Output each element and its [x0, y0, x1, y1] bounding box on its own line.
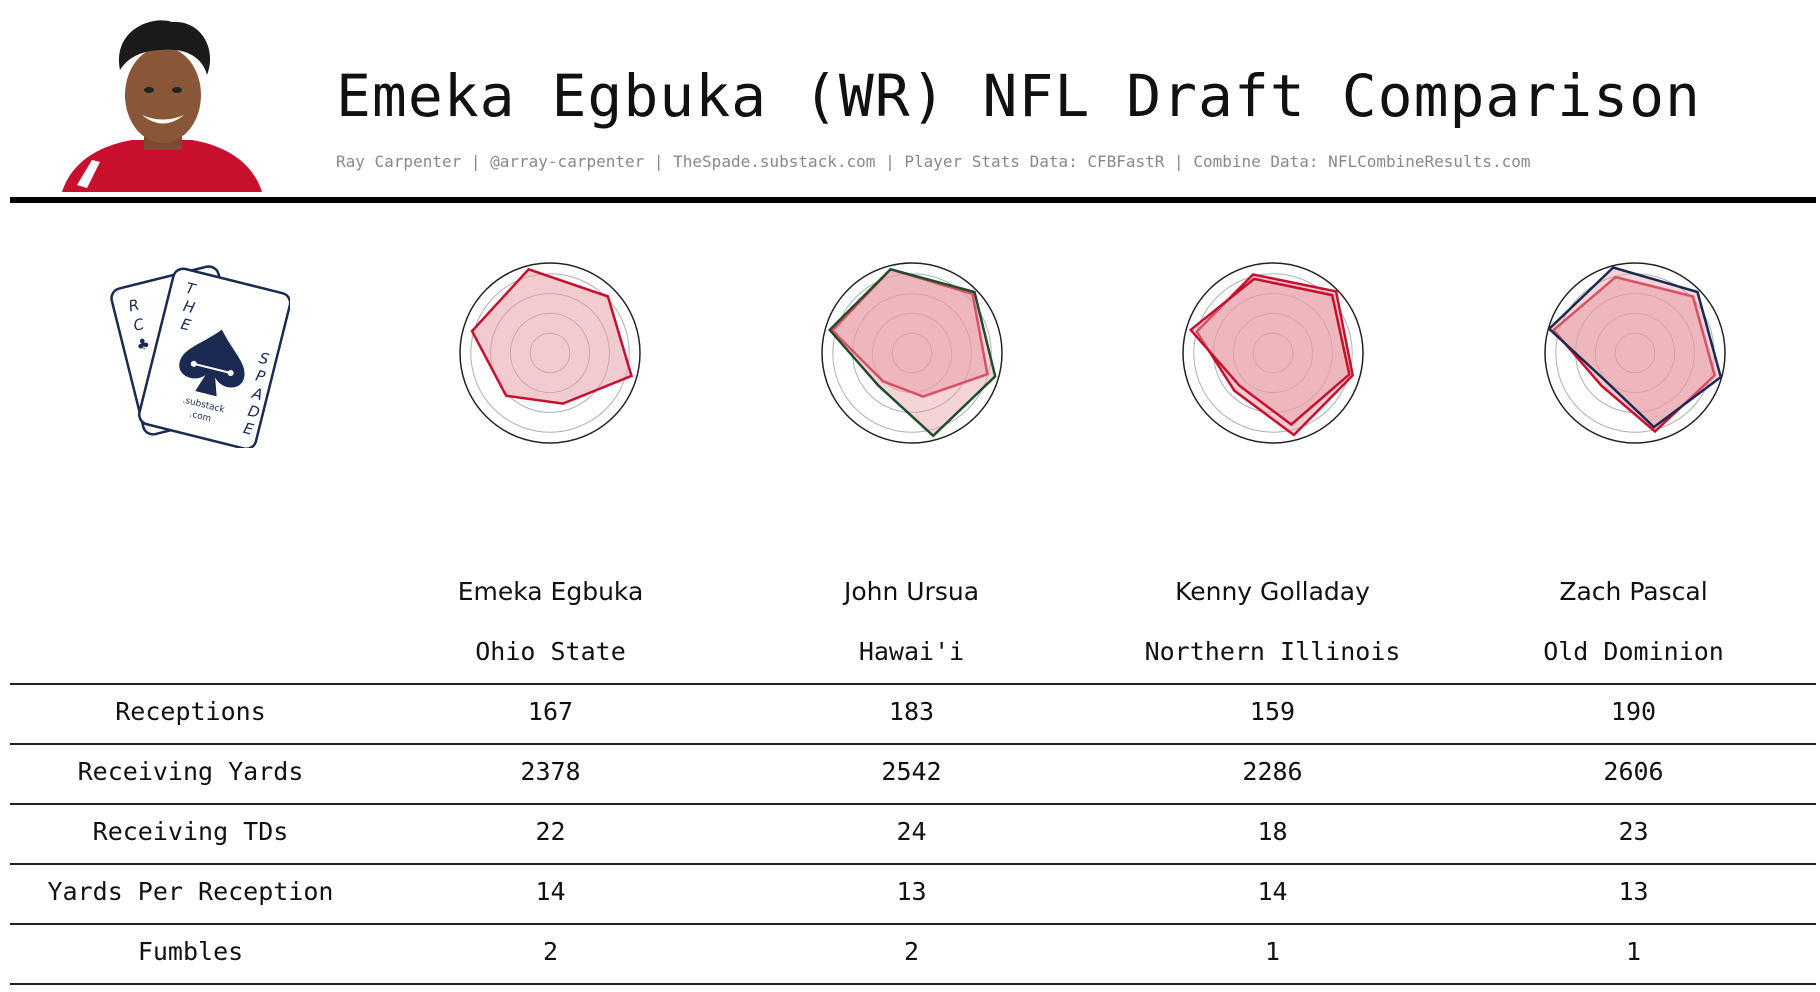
- player-school: Ohio State: [475, 637, 626, 666]
- stat-label: Receiving TDs: [92, 817, 289, 846]
- logo-letter: R: [127, 295, 141, 315]
- radar-outer-ring: [1544, 262, 1726, 444]
- stat-value: 2378: [520, 757, 581, 786]
- logo-letter: C: [131, 315, 146, 335]
- stat-label: Receiving Yards: [77, 757, 304, 786]
- radar-chart-egbuka: [459, 262, 641, 444]
- the-spade-logo: R C ♣ T H E S P A D E .substack .com: [110, 265, 290, 448]
- radar-outer-ring: [1182, 262, 1364, 444]
- player-school: Hawai'i: [858, 637, 965, 666]
- stat-label: Receptions: [115, 697, 266, 726]
- stat-value: 159: [1249, 697, 1296, 726]
- radar-series-polygon: [1195, 273, 1355, 437]
- stat-value: 2606: [1603, 757, 1664, 786]
- player-name: Kenny Golladay: [1175, 577, 1370, 606]
- page-subtitle: Ray Carpenter | @array-carpenter | TheSp…: [336, 152, 1531, 171]
- table-divider: [10, 683, 1816, 685]
- table-divider: [10, 803, 1816, 805]
- player-school: Old Dominion: [1543, 637, 1724, 666]
- stat-value: 14: [1257, 877, 1288, 906]
- stat-value: 2: [542, 937, 559, 966]
- stat-value: 1: [1264, 937, 1281, 966]
- stat-value: 2: [903, 937, 920, 966]
- player-name: Emeka Egbuka: [457, 577, 644, 606]
- stat-value: 14: [535, 877, 566, 906]
- radar-outer-ring: [821, 262, 1003, 444]
- stat-label: Fumbles: [137, 937, 244, 966]
- radar-series-polygon: [470, 267, 634, 405]
- logo-letter: H: [181, 297, 196, 317]
- stat-value: 183: [888, 697, 935, 726]
- stat-value: 2542: [881, 757, 942, 786]
- radar-series-polygon: [1547, 266, 1723, 429]
- radar-outer-ring: [459, 262, 641, 444]
- logo-letter: A: [249, 384, 264, 404]
- logo-letter: ♣: [134, 334, 151, 355]
- radar-series-polygon: [1188, 277, 1351, 427]
- player-name: John Ursua: [843, 577, 980, 606]
- stat-label: Yards Per Reception: [47, 877, 334, 906]
- stat-value: 190: [1610, 697, 1657, 726]
- stat-value: 24: [896, 817, 927, 846]
- radar-series-polygon: [827, 267, 997, 438]
- radar-chart-ursua: [821, 262, 1003, 444]
- player-school: Northern Illinois: [1144, 637, 1401, 666]
- stat-value: 13: [1618, 877, 1649, 906]
- radar-gridline: [1193, 273, 1353, 433]
- spade-icon: [179, 329, 245, 397]
- stat-value: 23: [1618, 817, 1649, 846]
- table-divider: [10, 863, 1816, 865]
- player-name: Zach Pascal: [1559, 577, 1708, 606]
- logo-letter: D: [246, 402, 262, 422]
- radar-series-polygon: [1551, 275, 1717, 434]
- radar-chart-pascal: [1544, 262, 1726, 444]
- table-divider: [10, 983, 1816, 985]
- page-title: Emeka Egbuka (WR) NFL Draft Comparison: [336, 62, 1701, 130]
- stat-value: 22: [535, 817, 566, 846]
- player-headshot: [62, 20, 262, 192]
- stat-value: 18: [1257, 817, 1288, 846]
- stat-value: 167: [527, 697, 574, 726]
- table-divider: [10, 743, 1816, 745]
- stat-value: 13: [896, 877, 927, 906]
- radar-gridline: [470, 273, 630, 433]
- radar-chart-golladay: [1182, 262, 1364, 444]
- header-divider: [10, 197, 1816, 203]
- table-divider: [10, 923, 1816, 925]
- radar-series-polygon: [830, 267, 989, 398]
- stat-value: 1: [1625, 937, 1642, 966]
- stat-value: 2286: [1242, 757, 1303, 786]
